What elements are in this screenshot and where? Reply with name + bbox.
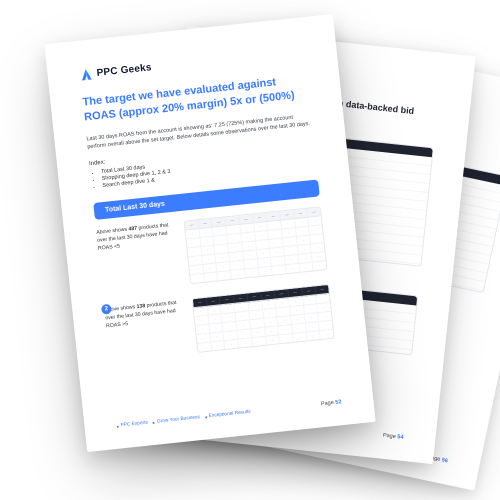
page1-number: Page 52 — [321, 399, 342, 407]
brand-name: PPC Geeks — [96, 62, 152, 79]
section-2-table: ——————————······························… — [192, 284, 335, 353]
footer-tag: Exceptional Results — [205, 410, 251, 420]
page-footer: PPC Experts Grow Your Business Exceptional… — [116, 399, 341, 429]
document-page-1: PPC Geeks The target we have evaluated a… — [44, 14, 375, 452]
section-2: 2 Above shows 138 products that over the… — [104, 284, 335, 362]
page2-number: Page 54 — [383, 433, 404, 441]
section-1-table: ——————————······························… — [184, 206, 328, 284]
footer-tag: PPC Experts — [116, 421, 148, 429]
footer-tags: PPC Experts Grow Your Business Exceptional… — [116, 410, 251, 429]
section-1: Above shows 487 products that over the l… — [96, 206, 327, 293]
logo-icon — [79, 67, 93, 81]
section-2-text: Above shows 138 products that over the l… — [104, 299, 184, 330]
footer-tag: Grow Your Business — [153, 415, 200, 425]
section-1-text: Above shows 487 products that over the l… — [96, 222, 176, 253]
